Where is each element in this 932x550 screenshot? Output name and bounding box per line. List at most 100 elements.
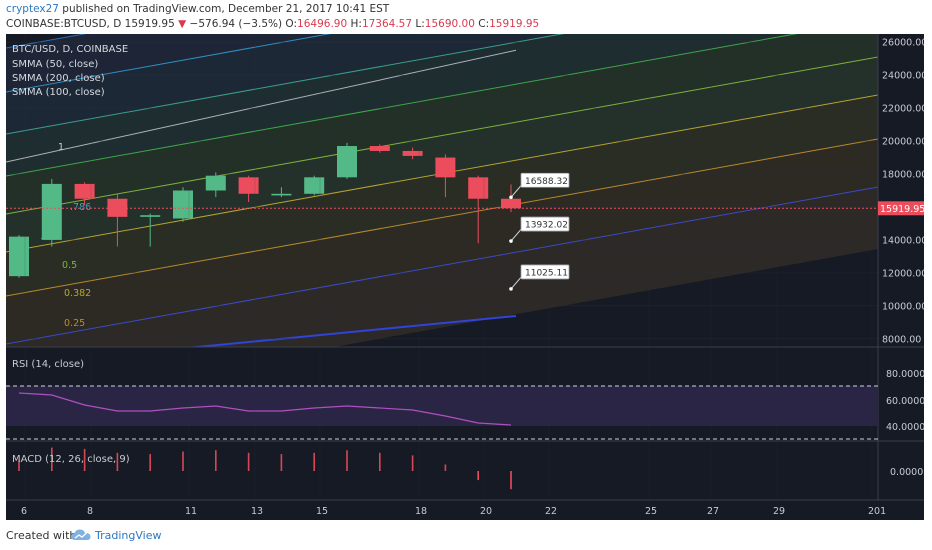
candle (9, 234, 29, 278)
footer: Created with TradingView (0, 520, 932, 550)
price-tick-label: 24000.00 (882, 71, 924, 82)
price-tick-label: 14000.00 (882, 235, 924, 246)
macd-bar (477, 471, 479, 481)
author-link[interactable]: cryptex27 (6, 3, 59, 15)
callout-label: 11025.11 (525, 268, 568, 278)
legend-title: BTC/USD, D, COINBASE (12, 44, 128, 55)
candle (107, 193, 128, 247)
candle-body (402, 150, 423, 156)
candle (140, 213, 161, 247)
chart-header: cryptex27 published on TradingView.com, … (0, 0, 932, 34)
candle (435, 154, 456, 198)
candle-series (9, 142, 521, 278)
callout-box (520, 216, 570, 232)
price-annotations: 16588.32 13932.02 11025.11 (509, 172, 570, 291)
time-tick-label: 8 (87, 506, 93, 517)
macd-bar (280, 454, 283, 471)
fib-band (6, 139, 878, 344)
candle-body (304, 177, 325, 194)
macd-pane[interactable]: MACD (12, 26, close, 9) 0.0000 (12, 447, 923, 490)
fib-line (6, 56, 878, 215)
fib-level-label: 1 (58, 142, 64, 153)
time-tick-label: 29 (773, 506, 785, 517)
open-value: 16496.90 (297, 18, 348, 30)
price-tick-label: 20000.00 (882, 137, 924, 148)
tradingview-link[interactable]: TradingView (95, 529, 162, 542)
macd-bar (83, 448, 86, 471)
close-value: 15919.95 (489, 18, 540, 30)
price-axis[interactable] (878, 34, 924, 500)
fib-line (6, 34, 798, 177)
created-with-text: Created with (6, 529, 77, 542)
macd-bar (182, 451, 184, 471)
fib-line (6, 186, 878, 345)
candle-body (337, 146, 357, 178)
macd-bar (215, 450, 217, 471)
tradingview-cloud-icon (71, 529, 91, 540)
macd-bar (346, 450, 348, 471)
fib-line (6, 138, 878, 297)
macd-bar (51, 447, 53, 471)
time-tick-label: 18 (415, 506, 427, 517)
ma-line (187, 315, 517, 347)
published-text: published on TradingView.com, December 2… (58, 3, 390, 15)
price-callout: 11025.11 (509, 264, 570, 291)
price-value: 15919.95 (124, 18, 175, 30)
candle-body (468, 177, 489, 199)
legend-ma3: SMMA (100, close) (12, 87, 105, 98)
macd-histogram (18, 447, 512, 490)
rsi-line (18, 392, 512, 426)
candle (173, 187, 193, 222)
time-axis[interactable]: 6 8 11 13 15 18 20 22 25 27 29 201 (21, 34, 886, 517)
rsi-tick: 40.0000 (886, 422, 924, 433)
low-label: L: (415, 18, 425, 30)
close-label: C: (478, 18, 490, 30)
high-label: H: (350, 18, 362, 30)
last-price-label: 15919.95 (880, 204, 924, 215)
fib-level-label: 0.5 (62, 260, 77, 271)
price-tick-label: 10000.00 (882, 301, 924, 312)
time-tick-label: 15 (316, 506, 328, 517)
time-tick-label: 11 (185, 506, 197, 517)
price-tick-label: 8000.00 (882, 334, 921, 345)
macd-bar (149, 454, 151, 471)
macd-bar (444, 464, 447, 471)
candle-body (205, 175, 226, 191)
callout-label: 13932.02 (525, 221, 568, 231)
time-tick-label: 6 (21, 506, 27, 517)
ohlc-line: COINBASE:BTCUSD, D 15919.95 ▼ −576.94 (−… (6, 18, 539, 30)
legend-ma1: SMMA (50, close) (12, 59, 98, 70)
legend-ma2: SMMA (200, close) (12, 73, 105, 84)
candle-body (107, 198, 128, 217)
candle-body (173, 190, 193, 219)
rsi-pane[interactable]: RSI (14, close) 80.0000 60.0000 40.0000 (6, 359, 924, 440)
rsi-band (6, 386, 878, 426)
change-value: −576.94 (−3.5%) (189, 18, 283, 30)
price-callout: 13932.02 (509, 216, 570, 243)
rsi-tick: 60.0000 (886, 396, 924, 407)
down-arrow-icon: ▼ (178, 18, 187, 30)
macd-tick: 0.0000 (890, 467, 923, 478)
candle-body (9, 236, 29, 277)
candle-body (435, 157, 456, 178)
callout-box (520, 172, 570, 188)
fib-line (6, 34, 332, 93)
callout-dot (509, 287, 513, 291)
fib-band (6, 34, 878, 214)
candle-body (271, 193, 292, 196)
time-tick-label: 13 (251, 506, 263, 517)
fib-level-label: .786 (70, 202, 91, 213)
time-tick-label: 201 (868, 506, 886, 517)
chart-legend: BTC/USD, D, COINBASE SMMA (50, close) SM… (12, 44, 128, 98)
low-value: 15690.00 (424, 18, 475, 30)
time-tick-label: 22 (545, 506, 557, 517)
candle (402, 147, 423, 160)
candle (205, 172, 226, 198)
candle (41, 178, 62, 247)
callout-label: 16588.32 (525, 177, 568, 187)
time-tick-label: 20 (480, 506, 492, 517)
price-tick-label: 22000.00 (882, 104, 924, 115)
candle (369, 144, 390, 153)
